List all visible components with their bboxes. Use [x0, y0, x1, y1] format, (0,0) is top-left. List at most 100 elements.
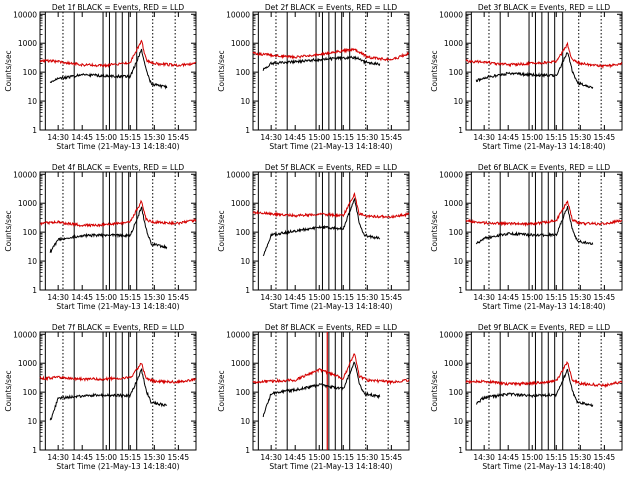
events-series-line — [262, 198, 381, 257]
y-tick-label: 1000 — [231, 199, 250, 208]
x-tick-label: 14:30 — [47, 453, 69, 462]
plot-frame — [39, 331, 197, 451]
x-tick-label: 15:00 — [521, 293, 543, 302]
x-tick-label: 14:45 — [71, 453, 93, 462]
y-tick-label: 1 — [245, 286, 250, 295]
y-tick-label: 1000 — [231, 359, 250, 368]
plot-frame — [465, 171, 623, 291]
events-series-line — [262, 361, 381, 418]
y-axis-label: Counts/sec — [430, 370, 439, 411]
y-tick-label: 1000 — [444, 39, 463, 48]
y-tick-label: 100 — [23, 68, 38, 77]
events-series-line — [49, 368, 168, 421]
y-tick-label: 1 — [32, 446, 37, 455]
x-tick-label: 14:30 — [47, 133, 69, 142]
chart-panel-6: Det 6f BLACK = Events, RED = LLD 1 10 100 10… — [430, 163, 623, 311]
plot-frame — [252, 171, 410, 291]
x-tick-label: 15:00 — [95, 293, 117, 302]
x-tick-label: 15:00 — [308, 453, 330, 462]
x-tick-label: 15:30 — [357, 133, 379, 142]
y-tick-label: 10000 — [13, 330, 37, 339]
y-tick-label: 1000 — [231, 39, 250, 48]
y-tick-label: 10000 — [439, 330, 463, 339]
chart-title: Det 1f BLACK = Events, RED = LLD — [52, 3, 185, 12]
y-axis-label: Counts/sec — [430, 210, 439, 251]
y-tick-label: 10 — [453, 257, 463, 266]
x-tick-label: 14:30 — [47, 293, 69, 302]
x-tick-label: 15:30 — [570, 293, 592, 302]
y-tick-label: 10000 — [13, 10, 37, 19]
x-tick-label: 15:45 — [594, 133, 616, 142]
x-tick-label: 15:45 — [168, 133, 190, 142]
lld-series-line — [465, 361, 623, 389]
y-tick-label: 10 — [453, 97, 463, 106]
events-series-line — [475, 368, 594, 407]
lld-series-line — [465, 41, 623, 70]
y-tick-label: 10000 — [226, 10, 250, 19]
x-tick-label: 15:15 — [119, 293, 141, 302]
x-axis-label: Start Time (21-May-13 14:18:40) — [269, 142, 392, 151]
y-tick-label: 10000 — [439, 10, 463, 19]
x-tick-label: 15:00 — [308, 133, 330, 142]
y-tick-label: 1 — [458, 446, 463, 455]
y-tick-label: 10 — [27, 417, 37, 426]
plot-frame — [252, 331, 410, 451]
x-tick-label: 15:15 — [332, 293, 354, 302]
y-tick-label: 10 — [240, 97, 250, 106]
lld-series-line — [39, 199, 197, 228]
x-tick-label: 14:30 — [260, 293, 282, 302]
y-axis-label: Counts/sec — [4, 370, 13, 411]
chart-title: Det 4f BLACK = Events, RED = LLD — [52, 163, 185, 172]
x-tick-label: 14:45 — [497, 453, 519, 462]
y-tick-label: 1 — [458, 286, 463, 295]
x-tick-label: 15:30 — [357, 293, 379, 302]
x-tick-label: 14:45 — [284, 453, 306, 462]
lld-series-line — [252, 192, 410, 220]
y-tick-label: 10 — [27, 97, 37, 106]
plot-frame — [465, 11, 623, 131]
x-tick-label: 14:30 — [473, 133, 495, 142]
y-tick-label: 10 — [453, 417, 463, 426]
chart-title: Det 9f BLACK = Events, RED = LLD — [478, 323, 611, 332]
y-tick-label: 1000 — [18, 359, 37, 368]
x-tick-label: 15:15 — [332, 133, 354, 142]
y-tick-label: 10 — [27, 257, 37, 266]
y-axis-label: Counts/sec — [430, 50, 439, 91]
chart-panel-5: Det 5f BLACK = Events, RED = LLD 1 10 100 10… — [217, 163, 410, 311]
events-series-line — [475, 205, 594, 245]
y-tick-label: 10 — [240, 417, 250, 426]
plot-frame — [39, 171, 197, 291]
x-tick-label: 15:00 — [95, 453, 117, 462]
x-tick-label: 15:30 — [144, 453, 166, 462]
x-tick-label: 15:30 — [144, 293, 166, 302]
y-tick-label: 100 — [236, 388, 251, 397]
y-tick-label: 1000 — [444, 199, 463, 208]
x-tick-label: 15:45 — [594, 453, 616, 462]
chart-title: Det 8f BLACK = Events, RED = LLD — [265, 323, 398, 332]
chart-title: Det 5f BLACK = Events, RED = LLD — [265, 163, 398, 172]
chart-title: Det 6f BLACK = Events, RED = LLD — [478, 163, 611, 172]
y-tick-label: 1 — [32, 286, 37, 295]
lld-series-line — [39, 362, 197, 385]
x-tick-label: 14:30 — [260, 453, 282, 462]
chart-panel-9: Det 9f BLACK = Events, RED = LLD 1 10 100 10… — [430, 323, 623, 471]
y-axis-label: Counts/sec — [217, 50, 226, 91]
x-tick-label: 15:45 — [381, 133, 403, 142]
chart-panel-3: Det 3f BLACK = Events, RED = LLD 1 10 100 10… — [430, 3, 623, 151]
chart-title: Det 7f BLACK = Events, RED = LLD — [52, 323, 185, 332]
x-axis-label: Start Time (21-May-13 14:18:40) — [269, 462, 392, 471]
events-series-line — [49, 206, 168, 254]
y-tick-label: 100 — [23, 228, 38, 237]
y-tick-label: 1 — [458, 126, 463, 135]
y-axis-label: Counts/sec — [217, 370, 226, 411]
x-tick-label: 14:45 — [71, 133, 93, 142]
y-tick-label: 100 — [236, 228, 251, 237]
x-tick-label: 14:30 — [473, 293, 495, 302]
y-tick-label: 10000 — [226, 170, 250, 179]
x-tick-label: 15:15 — [545, 293, 567, 302]
y-tick-label: 1000 — [18, 199, 37, 208]
x-tick-label: 15:00 — [521, 453, 543, 462]
events-series-line — [475, 51, 594, 89]
x-tick-label: 14:45 — [284, 293, 306, 302]
